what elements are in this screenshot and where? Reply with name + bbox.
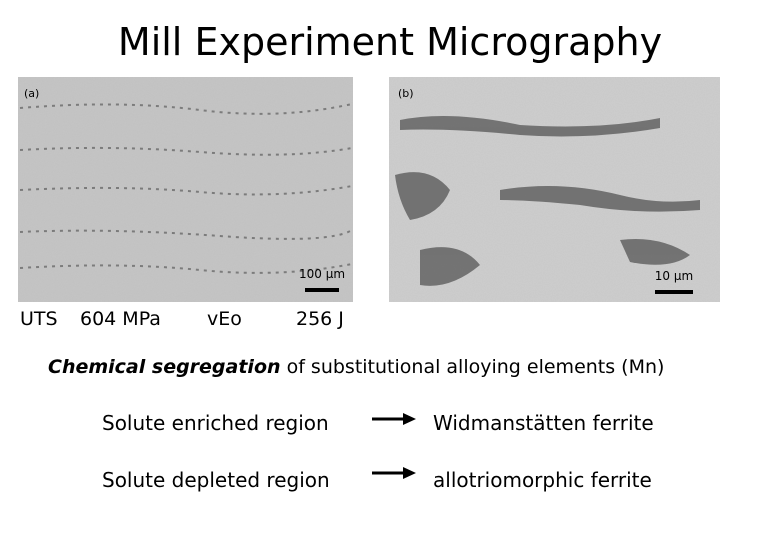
micrograph-b: (b) 10 μm: [389, 77, 720, 302]
micrograph-a: (a) 100 μm: [18, 77, 353, 302]
statement: Chemical segregation of substitutional a…: [48, 356, 664, 378]
statement-emphasis: Chemical segregation: [48, 356, 281, 378]
relation-to: Widmanstätten ferrite: [433, 411, 654, 435]
relation-to: allotriomorphic ferrite: [433, 468, 652, 492]
property-value: 256 J: [296, 308, 344, 330]
relation-from: Solute depleted region: [102, 468, 330, 492]
micrograph-label: (b): [398, 87, 414, 100]
scale-label: 100 μm: [299, 267, 345, 281]
arrows: [372, 413, 416, 479]
property-value: 604 MPa: [80, 308, 161, 330]
property-label: vEo: [207, 308, 242, 330]
micrograph-label: (a): [24, 87, 39, 100]
property-label: UTS: [20, 308, 58, 330]
relation-from: Solute enriched region: [102, 411, 329, 435]
slide-title: Mill Experiment Micrography: [117, 20, 663, 64]
statement-text: of substitutional alloying elements (Mn): [286, 356, 665, 378]
scale-label: 10 μm: [655, 269, 693, 283]
